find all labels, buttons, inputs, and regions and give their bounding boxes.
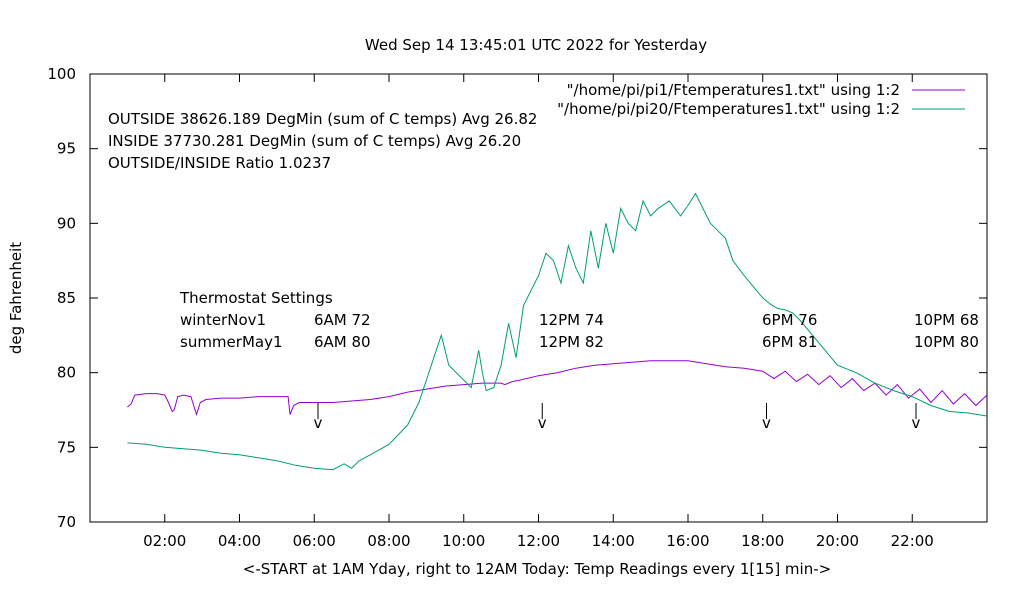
thermostat-winter-setting: 6PM 76 [762,311,817,329]
x-tick-label: 18:00 [741,532,784,550]
annotation-layer: OUTSIDE 38626.189 DegMin (sum of C temps… [108,110,979,432]
x-tick-label: 14:00 [592,532,635,550]
chart-title: Wed Sep 14 13:45:01 UTC 2022 for Yesterd… [365,36,707,54]
x-tick-label: 12:00 [517,532,560,550]
stats-line-outside: OUTSIDE 38626.189 DegMin (sum of C temps… [108,110,537,128]
x-tick-label: 22:00 [891,532,934,550]
series-layer [127,192,988,471]
legend: "/home/pi/pi1/Ftemperatures1.txt" using … [557,81,965,118]
x-tick-label: 16:00 [666,532,709,550]
y-tick-label: 90 [57,214,76,232]
x-tick-label: 10:00 [442,532,485,550]
thermostat-summer-setting: 10PM 80 [914,333,979,351]
x-tick-label: 20:00 [816,532,859,550]
stats-line-inside: INSIDE 37730.281 DegMin (sum of C temps)… [108,132,521,150]
y-tick-label: 75 [57,438,76,456]
y-tick-label: 100 [47,65,76,83]
x-tick-label: 04:00 [218,532,261,550]
y-tick-label: 70 [57,513,76,531]
x-axis-label: <-START at 1AM Yday, right to 12AM Today… [243,560,831,578]
plot-axes: 70 75 80 85 90 95 100 02:00 04:00 06:00 08:00 10:00… [47,65,988,550]
thermostat-winter-setting: 6AM 72 [314,311,371,329]
legend-label-series-1: "/home/pi/pi1/Ftemperatures1.txt" using … [567,81,900,99]
y-tick-label: 95 [57,140,76,158]
series-line-1 [127,360,988,417]
summer-label: summerMay1 [180,333,283,351]
stats-line-ratio: OUTSIDE/INSIDE Ratio 1.0237 [108,154,331,172]
setpoint-marker-label: v [912,414,921,432]
setpoint-marker-label: v [762,414,771,432]
thermostat-summer-setting: 12PM 82 [539,333,604,351]
x-tick-label: 06:00 [293,532,336,550]
setpoint-marker-label: v [538,414,547,432]
winter-label: winterNov1 [180,311,266,329]
setpoint-marker-label: v [314,414,323,432]
x-tick-label: 08:00 [367,532,410,550]
y-tick-label: 85 [57,289,76,307]
x-tick-label: 02:00 [143,532,186,550]
series-line-2 [127,192,988,471]
thermostat-title: Thermostat Settings [179,289,333,307]
thermostat-summer-setting: 6PM 81 [762,333,817,351]
y-tick-label: 80 [57,364,76,382]
thermostat-winter-setting: 12PM 74 [539,311,604,329]
y-axis-label: deg Fahrenheit [7,242,25,354]
thermostat-winter-setting: 10PM 68 [914,311,979,329]
thermostat-summer-setting: 6AM 80 [314,333,371,351]
legend-label-series-2: "/home/pi/pi20/Ftemperatures1.txt" using… [557,100,900,118]
